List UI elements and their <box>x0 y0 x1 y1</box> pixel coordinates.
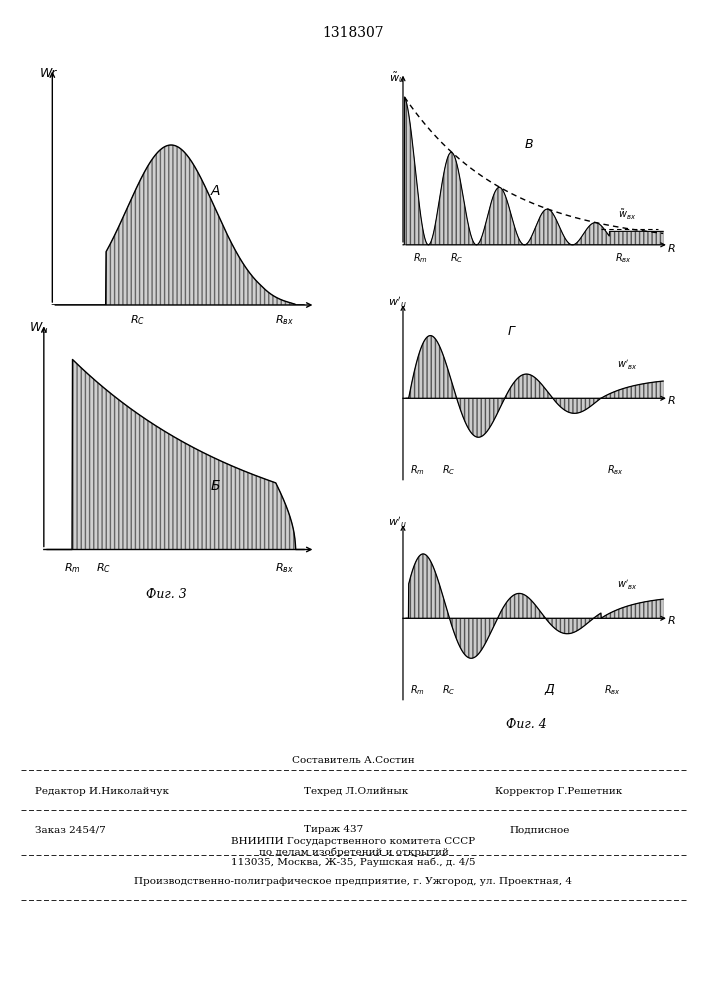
Text: $R_{вх}$: $R_{вх}$ <box>607 463 624 477</box>
Text: Б: Б <box>211 479 220 493</box>
Text: Техред Л.Олийнык: Техред Л.Олийнык <box>304 788 408 796</box>
Text: Wr: Wr <box>40 67 57 80</box>
Text: $R_{вх}$: $R_{вх}$ <box>604 683 621 697</box>
Text: $R_m$: $R_m$ <box>409 463 425 477</box>
Text: $w'_u$: $w'_u$ <box>388 515 407 530</box>
Text: $\tilde{w}_u$: $\tilde{w}_u$ <box>390 70 405 85</box>
Text: $R_C$: $R_C$ <box>441 683 455 697</box>
Text: Производственно-полиграфическое предприятие, г. Ужгород, ул. Проектная, 4: Производственно-полиграфическое предприя… <box>134 878 573 886</box>
Text: $R_{вх}$: $R_{вх}$ <box>275 562 293 575</box>
Text: $R_C$: $R_C$ <box>441 463 455 477</box>
Text: $\tilde{w}_{вх}$: $\tilde{w}_{вх}$ <box>618 207 636 222</box>
Text: $w'_u$: $w'_u$ <box>388 295 407 310</box>
Text: Редактор И.Николайчук: Редактор И.Николайчук <box>35 788 170 796</box>
Text: $R_C$: $R_C$ <box>95 562 111 575</box>
Text: $R_m$: $R_m$ <box>64 562 81 575</box>
Text: $R_C$: $R_C$ <box>129 313 145 327</box>
Text: Тираж 437: Тираж 437 <box>304 826 363 834</box>
Text: 1318307: 1318307 <box>322 26 385 40</box>
Text: Подписное: Подписное <box>509 826 569 834</box>
Text: $R_m$: $R_m$ <box>412 251 428 265</box>
Text: A: A <box>211 184 220 198</box>
Text: по делам изобретений и открытий: по делам изобретений и открытий <box>259 847 448 857</box>
Text: $R_{вх}$: $R_{вх}$ <box>275 313 293 327</box>
Text: Д: Д <box>544 683 554 696</box>
Text: 113035, Москва, Ж-35, Раушская наб., д. 4/5: 113035, Москва, Ж-35, Раушская наб., д. … <box>231 857 476 867</box>
Text: $R_m$: $R_m$ <box>409 683 425 697</box>
Text: Г: Г <box>508 325 515 338</box>
Text: $w'_{вх}$: $w'_{вх}$ <box>617 359 637 372</box>
Text: В: В <box>525 138 533 151</box>
Text: Составитель А.Состин: Составитель А.Состин <box>292 756 415 765</box>
Text: R: R <box>667 396 675 406</box>
Text: R: R <box>667 244 675 254</box>
Text: $R_C$: $R_C$ <box>450 251 464 265</box>
Text: Фиг. 4: Фиг. 4 <box>506 718 547 731</box>
Text: Фиг. 3: Фиг. 3 <box>146 588 187 601</box>
Text: ВНИИПИ Государственного комитета СССР: ВНИИПИ Государственного комитета СССР <box>231 838 476 846</box>
Text: $R_{вх}$: $R_{вх}$ <box>615 251 632 265</box>
Text: $w'_{вх}$: $w'_{вх}$ <box>617 579 637 592</box>
Text: Корректор Г.Решетник: Корректор Г.Решетник <box>495 788 622 796</box>
Text: R: R <box>667 616 675 626</box>
Text: Заказ 2454/7: Заказ 2454/7 <box>35 826 106 834</box>
Text: $W_u$: $W_u$ <box>29 321 49 336</box>
